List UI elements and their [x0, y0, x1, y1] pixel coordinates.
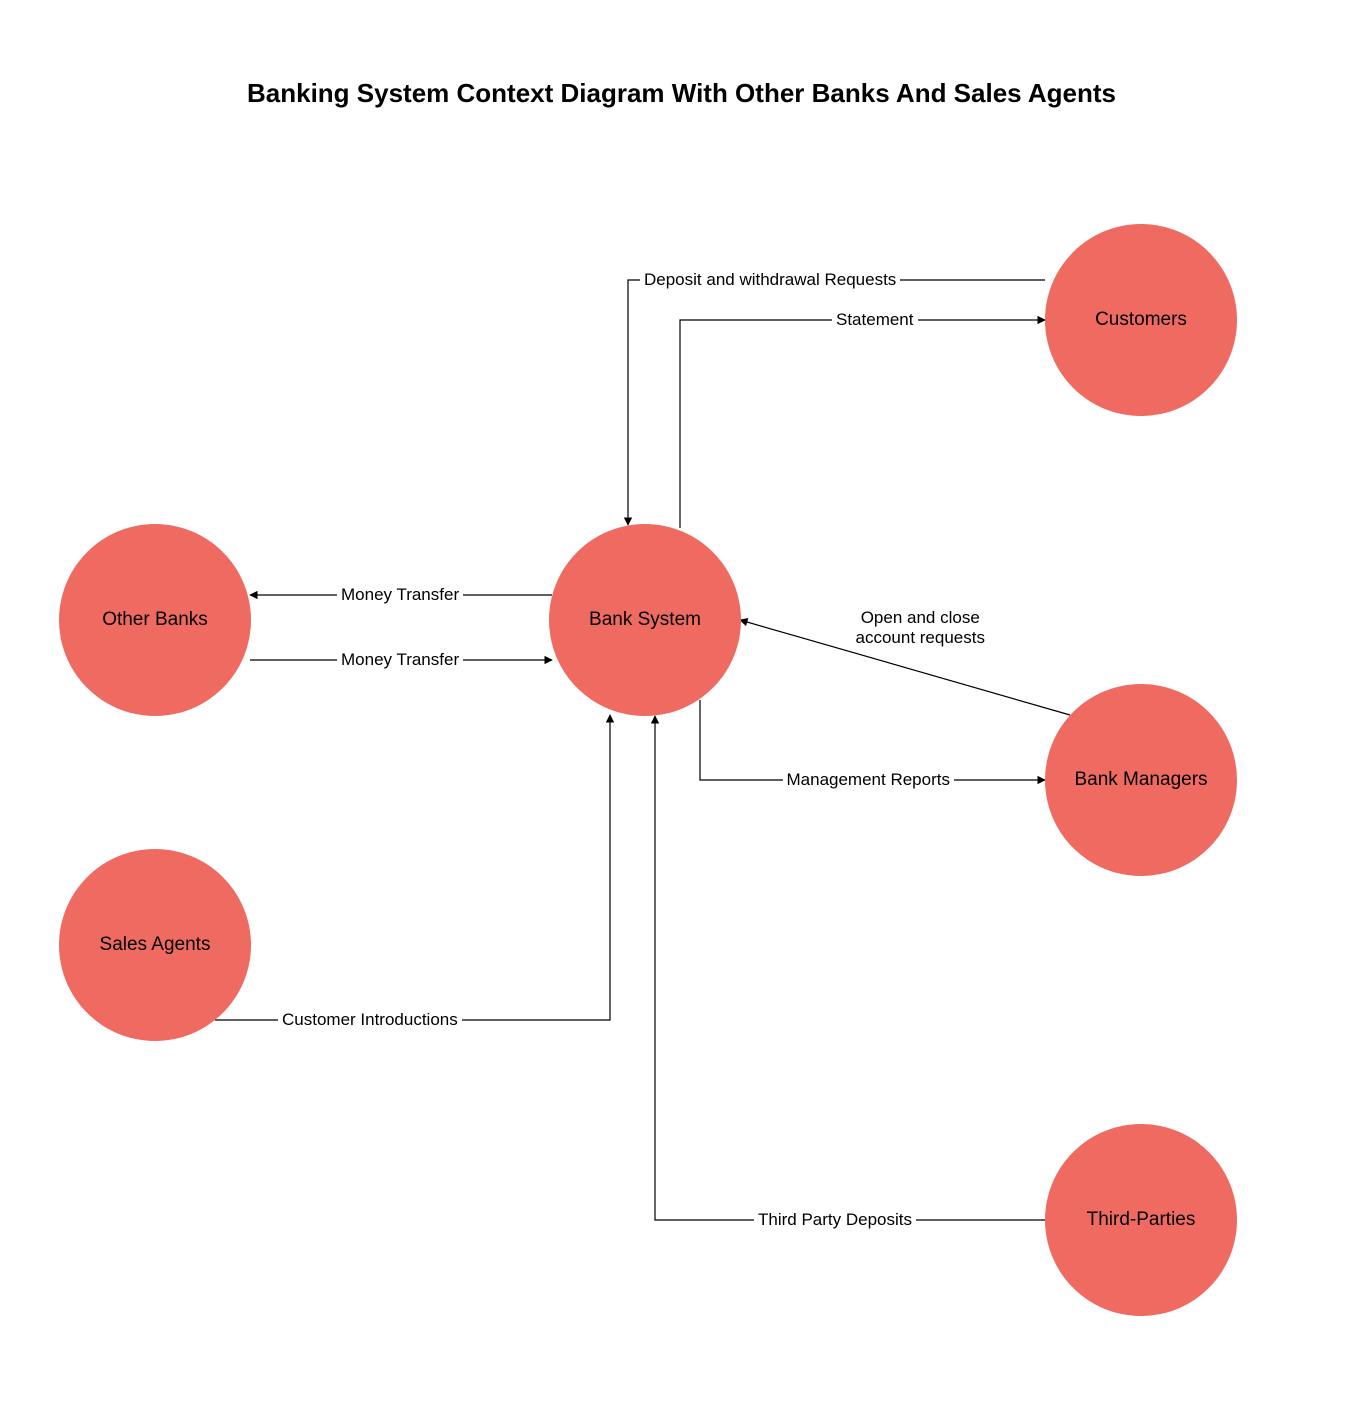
edge-label-money-transfer-out: Money Transfer: [337, 585, 463, 605]
edge-label-statement: Statement: [832, 310, 918, 330]
edge-label-money-transfer-in: Money Transfer: [337, 650, 463, 670]
edge-label-deposit-withdrawal: Deposit and withdrawal Requests: [640, 270, 900, 290]
edge-label-third-party-deposits: Third Party Deposits: [754, 1210, 916, 1230]
node-customers: Customers: [1045, 224, 1237, 416]
diagram-canvas: Banking System Context Diagram With Othe…: [0, 0, 1363, 1415]
node-sales-agents: Sales Agents: [59, 849, 251, 1041]
edge-label-customer-introductions: Customer Introductions: [278, 1010, 462, 1030]
node-label: Sales Agents: [100, 934, 211, 956]
diagram-title: Banking System Context Diagram With Othe…: [0, 78, 1363, 109]
node-third-parties: Third-Parties: [1045, 1124, 1237, 1316]
edge-label-management-reports: Management Reports: [783, 770, 954, 790]
node-other-banks: Other Banks: [59, 524, 251, 716]
node-bank-system: Bank System: [549, 524, 741, 716]
edge-customer_introductions: [215, 715, 610, 1020]
edge-third_party_deposits: [655, 716, 1045, 1220]
node-label: Bank System: [589, 609, 701, 631]
node-label: Customers: [1095, 309, 1187, 331]
node-label: Bank Managers: [1074, 769, 1207, 791]
edge-statement: [680, 320, 1045, 528]
edge-management_reports: [700, 700, 1045, 780]
node-bank-managers: Bank Managers: [1045, 684, 1237, 876]
node-label: Other Banks: [102, 609, 208, 631]
edge-label-open-close-requests: Open and close account requests: [852, 608, 989, 648]
node-label: Third-Parties: [1087, 1209, 1196, 1231]
